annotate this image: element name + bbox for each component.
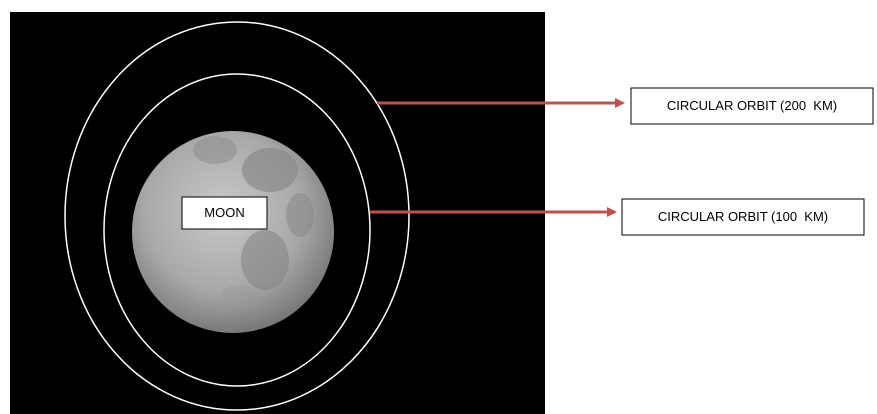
moon-label: MOON (204, 205, 244, 220)
mare (242, 148, 298, 192)
orbit-label: CIRCULAR ORBIT (200 KM) (667, 98, 837, 113)
diagram: MOON CIRCULAR ORBIT (200 KM) CIRCULAR OR… (0, 0, 877, 414)
mare (241, 230, 289, 290)
orbit-label: CIRCULAR ORBIT (100 KM) (658, 209, 828, 224)
mare (222, 285, 258, 305)
mare (193, 136, 237, 164)
moon (132, 131, 334, 333)
mare (286, 193, 314, 237)
